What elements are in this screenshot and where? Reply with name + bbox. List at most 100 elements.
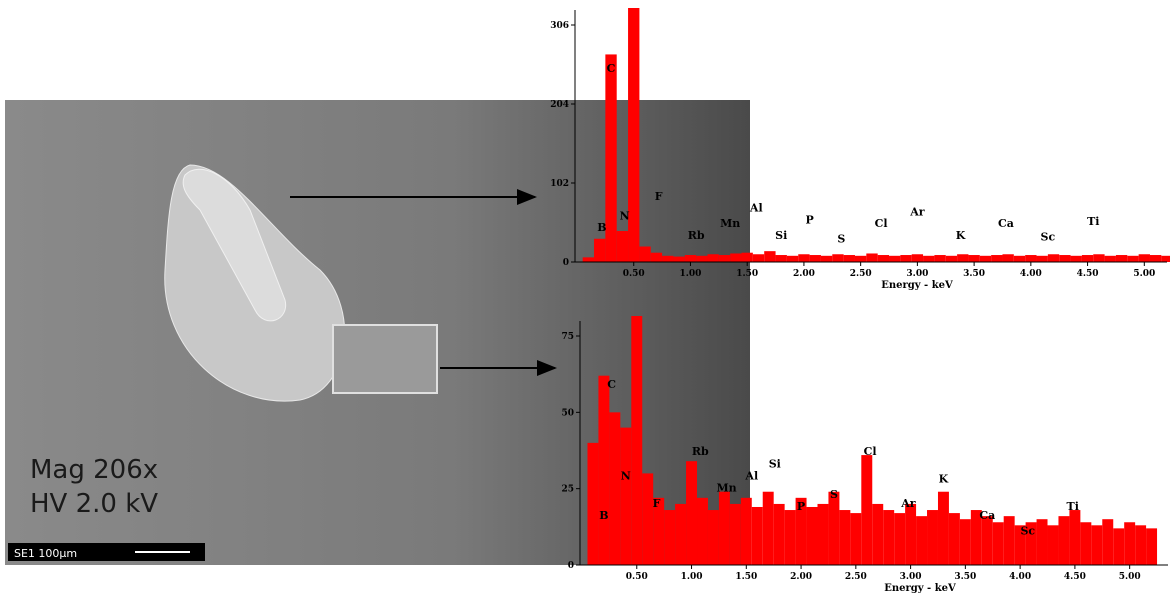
y-tick-label: 204 [550, 100, 569, 110]
spectrum-bar [719, 255, 730, 262]
x-tick-label: 5.00 [1133, 269, 1155, 279]
x-tick-label: 1.50 [736, 269, 758, 279]
spectrum-bar [839, 510, 850, 565]
spectrum-bar [1037, 256, 1048, 262]
spectrum-bar [916, 516, 927, 565]
spectrum-bar [1116, 255, 1127, 262]
x-tick-label: 3.50 [963, 269, 985, 279]
element-label: C [607, 378, 616, 391]
spectrum-bar [1124, 522, 1135, 565]
y-tick-label: 102 [550, 179, 569, 189]
element-label: Mn [716, 482, 736, 495]
y-tick-label: 50 [561, 408, 574, 418]
spectrum-bar [620, 428, 631, 565]
spectrum-bar [810, 255, 821, 262]
spectrum-bar [598, 376, 609, 565]
spectrum-bar [1082, 255, 1093, 262]
spectrum-bar [798, 254, 809, 262]
spectrum-bar [1127, 256, 1138, 262]
element-label: Ca [979, 509, 995, 522]
element-label: Ar [900, 497, 916, 510]
spectrum-bar [686, 461, 697, 565]
spectrum-bar [1146, 528, 1157, 565]
spectrum-bar [938, 492, 949, 565]
spectrum-bar [664, 510, 675, 565]
spectrum-bar [807, 507, 818, 565]
spectrum-bar [631, 275, 642, 565]
x-tick-label: 3.00 [900, 572, 922, 582]
spectrum-bar [828, 492, 839, 565]
spectrum-bar [719, 492, 730, 565]
x-tick-label: 4.50 [1077, 269, 1099, 279]
y-tick-label: 0 [568, 561, 574, 571]
spectrum-bar [968, 255, 979, 262]
element-label: Cl [875, 217, 888, 230]
element-label: Ar [909, 206, 925, 219]
spectrum-bar [1025, 255, 1036, 262]
spectrum-bar [889, 256, 900, 262]
spectrum-bar [617, 231, 628, 262]
x-tick-label: 4.00 [1009, 572, 1031, 582]
x-tick-label: 2.50 [850, 269, 872, 279]
element-label: C [607, 62, 616, 75]
spectrum-bar [861, 455, 872, 565]
element-label: N [621, 470, 631, 483]
spectrum-bar [850, 513, 861, 565]
spectrum-bar [764, 251, 775, 262]
element-label: Sc [1020, 524, 1035, 537]
spectrum-bar [855, 256, 866, 262]
spectrum-bar [675, 504, 686, 565]
spectrum-bar [697, 498, 708, 565]
spectrum-bar [1150, 255, 1161, 262]
spectrum-bar [742, 253, 753, 262]
spectrum-bar [1058, 516, 1069, 565]
spectrum-bar [991, 255, 1002, 262]
spectrum-bar [662, 256, 673, 262]
spectrum-bar [1002, 254, 1013, 262]
x-tick-label: 0.50 [623, 269, 645, 279]
element-label: S [830, 488, 838, 501]
spectrum-bar [741, 498, 752, 565]
spectrum-bar [642, 473, 653, 565]
element-label: K [939, 473, 949, 486]
x-axis-title: Energy - keV [884, 583, 956, 594]
x-tick-label: 3.00 [906, 269, 928, 279]
spectrum-bar [673, 257, 684, 262]
x-tick-label: 1.00 [680, 269, 702, 279]
spectrum-bar [1102, 519, 1113, 565]
spectrum-bar [1048, 254, 1059, 262]
spectrum-bar [583, 257, 594, 262]
element-label: B [597, 221, 606, 234]
x-tick-label: 0.50 [626, 572, 648, 582]
element-label: F [655, 190, 663, 203]
spectrum-bar [923, 256, 934, 262]
spectrum-bar [1004, 516, 1015, 565]
mag-label: Mag 206x [30, 455, 158, 485]
spectrum-bar [894, 513, 905, 565]
spectrum-bar [883, 510, 894, 565]
element-label: B [599, 509, 608, 522]
spectrum-bar [993, 522, 1004, 565]
spectrum-bar [821, 256, 832, 262]
spectrum-bar [1091, 525, 1102, 565]
page: {"image": {"mag": "Mag 206x", "hv": "HV … [0, 0, 1175, 598]
spectrum-bar [960, 519, 971, 565]
spectrum-bar [872, 504, 883, 565]
spectrum-bar [776, 255, 787, 262]
spectrum-bar [957, 254, 968, 262]
element-label: P [805, 213, 813, 226]
figure: Mag 206x HV 2.0 kV SE1 100µm 01022043060… [0, 0, 1175, 598]
y-tick-label: 75 [561, 332, 574, 342]
spectrum-bar [763, 492, 774, 565]
spectrum-bar [752, 507, 763, 565]
element-label: Ti [1087, 215, 1099, 228]
element-label: Cl [864, 445, 877, 458]
spectrum-bar [708, 510, 719, 565]
element-label: N [620, 209, 630, 222]
spectrum-bar [1048, 525, 1059, 565]
y-tick-label: 306 [550, 21, 569, 31]
spectrum-bar [912, 254, 923, 262]
spectrum-bar [594, 239, 605, 262]
spectrum-bar [609, 412, 620, 565]
spectrum-bar [1069, 510, 1080, 565]
